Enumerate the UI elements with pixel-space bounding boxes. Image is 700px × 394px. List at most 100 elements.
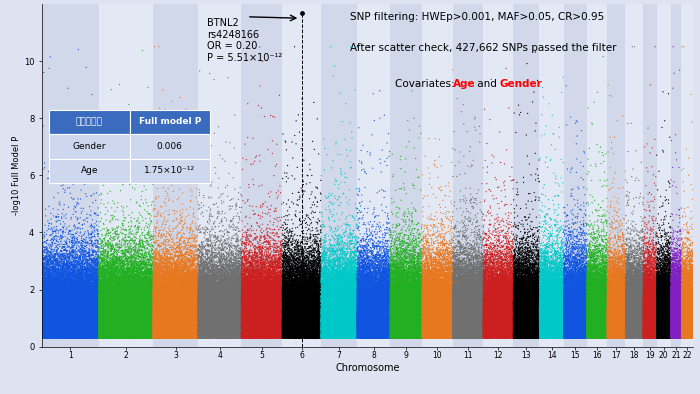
Point (470, 291, 482, 297)
Point (340, 307, 351, 313)
Point (606, 295, 617, 301)
Point (119, 317, 130, 323)
Point (511, 303, 522, 309)
Point (82, 108, 93, 114)
Point (186, 312, 197, 319)
Point (349, 310, 360, 316)
Point (652, 266, 663, 272)
Point (614, 312, 625, 318)
Point (432, 329, 443, 336)
Point (144, 261, 155, 267)
Point (258, 335, 270, 341)
Point (150, 325, 161, 331)
Point (369, 333, 380, 340)
Point (142, 320, 153, 326)
Point (585, 322, 596, 328)
Point (503, 275, 514, 281)
Point (344, 320, 356, 326)
Point (500, 329, 512, 336)
Point (343, 257, 354, 264)
Point (598, 320, 610, 326)
Point (589, 329, 600, 335)
Point (102, 275, 113, 281)
Point (366, 275, 377, 281)
Point (331, 299, 342, 305)
Point (366, 316, 377, 322)
Point (491, 319, 502, 325)
Point (419, 300, 430, 307)
Point (665, 320, 676, 326)
Point (178, 335, 190, 341)
Point (650, 319, 662, 325)
Point (652, 313, 663, 320)
Point (190, 309, 201, 315)
Point (567, 305, 578, 311)
Point (259, 326, 270, 332)
Point (307, 273, 318, 279)
Point (226, 329, 237, 336)
Point (302, 299, 313, 305)
Point (626, 278, 638, 284)
Point (70, 292, 81, 298)
Point (579, 331, 590, 337)
Point (594, 326, 606, 332)
Point (203, 323, 214, 330)
Point (511, 330, 522, 336)
Point (290, 277, 302, 283)
Point (358, 306, 369, 312)
Point (450, 306, 461, 312)
Point (563, 327, 574, 334)
Point (409, 294, 420, 300)
Point (492, 283, 503, 289)
Point (95, 288, 106, 294)
Point (612, 330, 624, 336)
Point (201, 302, 212, 308)
Point (309, 281, 321, 287)
Point (379, 325, 391, 332)
Point (600, 334, 611, 340)
Point (164, 298, 175, 305)
Point (616, 324, 627, 331)
Point (336, 282, 347, 288)
Point (474, 323, 485, 329)
Point (255, 317, 266, 323)
Point (217, 302, 228, 309)
Point (223, 325, 235, 331)
Point (416, 256, 427, 263)
Point (457, 329, 468, 335)
Point (564, 262, 575, 269)
Point (234, 331, 245, 337)
Point (615, 304, 626, 310)
Point (352, 331, 363, 338)
Point (640, 324, 651, 330)
Point (119, 249, 130, 255)
Point (105, 316, 116, 323)
Point (365, 293, 376, 299)
Point (682, 327, 693, 333)
Point (586, 329, 597, 336)
Point (74, 285, 85, 292)
Point (326, 315, 337, 321)
Point (542, 296, 553, 302)
Point (456, 302, 468, 308)
Point (427, 301, 438, 308)
Point (111, 299, 122, 305)
Point (428, 305, 439, 311)
Point (684, 334, 695, 340)
Point (468, 301, 480, 307)
Point (113, 297, 125, 304)
Point (253, 319, 265, 325)
Point (299, 332, 310, 338)
Point (176, 270, 187, 277)
Point (257, 333, 268, 339)
Point (515, 324, 526, 330)
Point (133, 303, 144, 309)
Point (575, 276, 586, 282)
Point (660, 305, 671, 311)
Point (547, 317, 558, 323)
Point (265, 273, 276, 280)
Point (619, 282, 630, 288)
Point (500, 317, 512, 323)
Point (654, 314, 665, 320)
Point (505, 323, 516, 330)
